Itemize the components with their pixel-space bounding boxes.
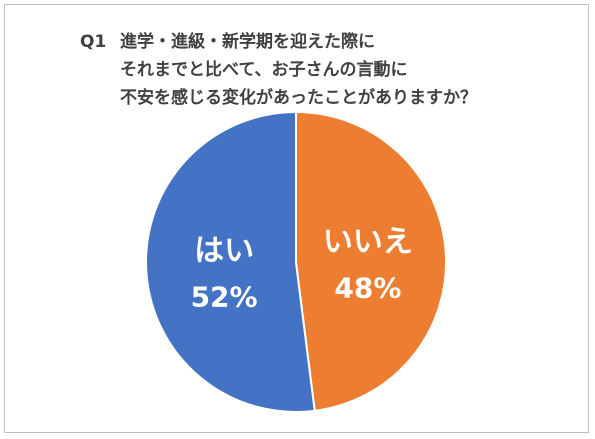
label-yes: はい [194, 234, 254, 269]
title-line-3: 不安を感じる変化があったことがありますか？ [120, 88, 477, 108]
value-yes: 52% [191, 281, 258, 314]
label-no: いいえ [323, 225, 413, 260]
question-number: Q1 [80, 32, 107, 52]
pie-labels: はい 52% いいえ 48% [191, 225, 413, 314]
slice-yes [145, 110, 316, 413]
pie-slices [145, 110, 447, 413]
slice-no [295, 110, 447, 412]
value-no: 48% [334, 272, 401, 305]
chart-title: Q1 進学・進級・新学期を迎えた際に それまでと比べて、お子さんの言動に 不安を感… [80, 28, 580, 112]
title-line-2: それまでと比べて、お子さんの言動に [120, 60, 408, 80]
title-line-1: 進学・進級・新学期を迎えた際に [120, 32, 375, 52]
